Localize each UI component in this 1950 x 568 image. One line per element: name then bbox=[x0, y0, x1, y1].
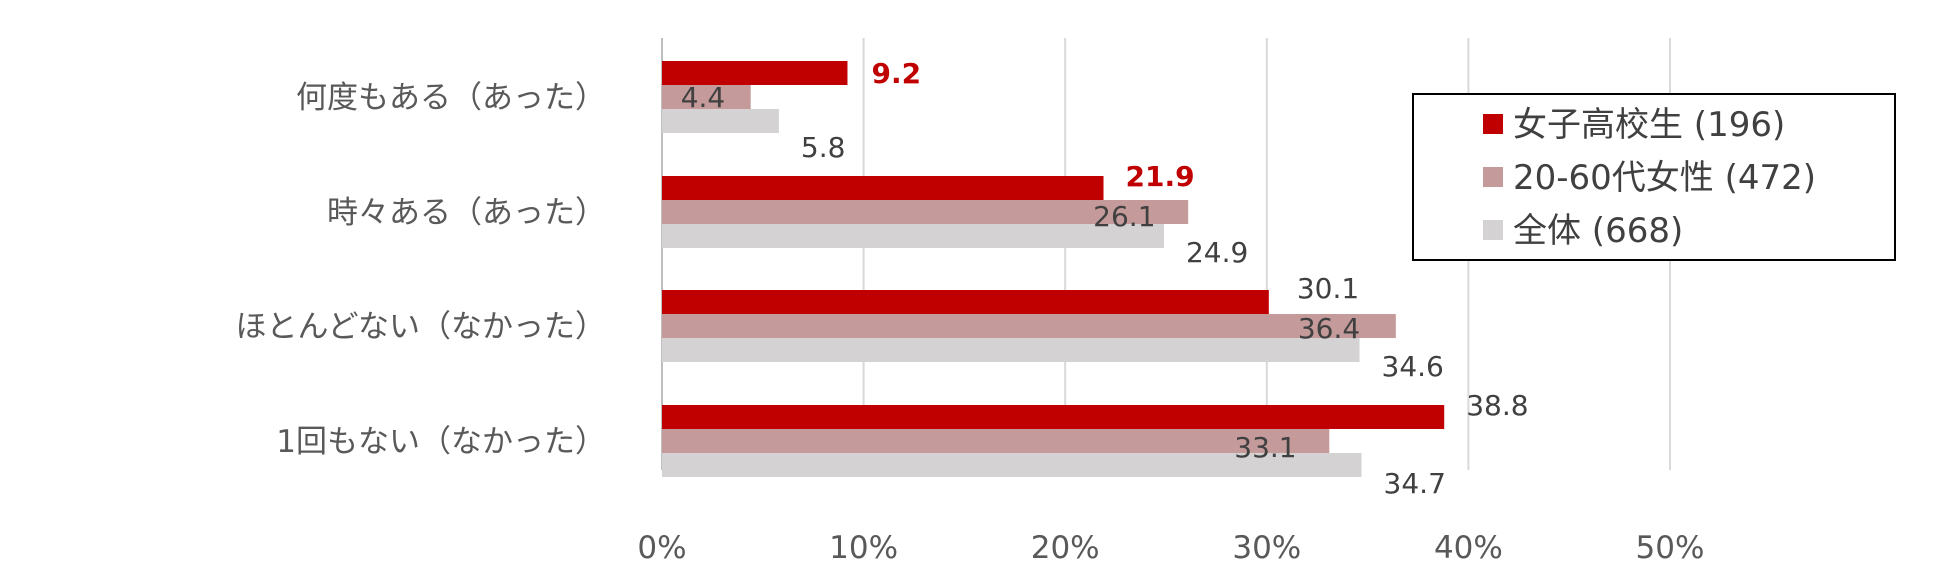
x-tick-label: 0% bbox=[637, 530, 686, 566]
data-label: 5.8 bbox=[801, 131, 846, 164]
legend-swatch bbox=[1483, 114, 1503, 134]
category-label: 1回もない（なかった） bbox=[276, 424, 606, 460]
bar bbox=[662, 453, 1362, 477]
data-label: 21.9 bbox=[1126, 160, 1195, 193]
bar bbox=[662, 109, 779, 133]
x-axis-tick-labels: 0% 10% 20% 30% 40% 50% bbox=[637, 530, 1704, 566]
x-tick-label: 50% bbox=[1636, 530, 1705, 566]
bar bbox=[662, 85, 751, 109]
legend-label: 20-60代女性 (472) bbox=[1513, 158, 1816, 198]
category-label: 何度もある（あった） bbox=[296, 80, 606, 116]
data-label: 9.2 bbox=[871, 57, 921, 90]
bar bbox=[662, 224, 1164, 248]
bars bbox=[662, 61, 1445, 477]
data-label: 26.1 bbox=[1093, 200, 1155, 233]
value-labels: 9.2 4.4 5.8 21.9 26.1 24.9 30.1 36.4 34.6 38.8 33.… bbox=[681, 57, 1529, 500]
bar bbox=[662, 290, 1269, 314]
bar bbox=[662, 314, 1396, 338]
x-tick-label: 40% bbox=[1434, 530, 1503, 566]
legend-label: 全体 (668) bbox=[1513, 211, 1683, 251]
data-label: 30.1 bbox=[1297, 272, 1359, 305]
x-tick-label: 20% bbox=[1031, 530, 1100, 566]
data-label: 33.1 bbox=[1234, 431, 1296, 464]
bar bbox=[662, 338, 1360, 362]
data-label: 34.6 bbox=[1382, 350, 1444, 383]
bar bbox=[662, 176, 1104, 200]
legend-swatch bbox=[1483, 167, 1503, 187]
legend: 女子高校生 (196) 20-60代女性 (472) 全体 (668) bbox=[1412, 93, 1896, 261]
data-label: 38.8 bbox=[1466, 389, 1528, 422]
data-label: 36.4 bbox=[1298, 312, 1360, 345]
data-label: 4.4 bbox=[681, 81, 726, 114]
category-label: ほとんどない（なかった） bbox=[236, 309, 606, 345]
bar bbox=[662, 61, 848, 85]
bar bbox=[662, 429, 1330, 453]
x-tick-label: 30% bbox=[1232, 530, 1301, 566]
legend-swatch bbox=[1483, 220, 1503, 240]
bar bbox=[662, 200, 1189, 224]
x-tick-label: 10% bbox=[829, 530, 898, 566]
data-label: 24.9 bbox=[1186, 236, 1248, 269]
category-label: 時々ある（あった） bbox=[327, 195, 606, 231]
legend-label: 女子高校生 (196) bbox=[1513, 105, 1785, 145]
data-label: 34.7 bbox=[1384, 467, 1446, 500]
bar bbox=[662, 405, 1445, 429]
category-labels: 何度もある（あった） 時々ある（あった） ほとんどない（なかった） 1回もない（なかっ… bbox=[236, 80, 606, 460]
